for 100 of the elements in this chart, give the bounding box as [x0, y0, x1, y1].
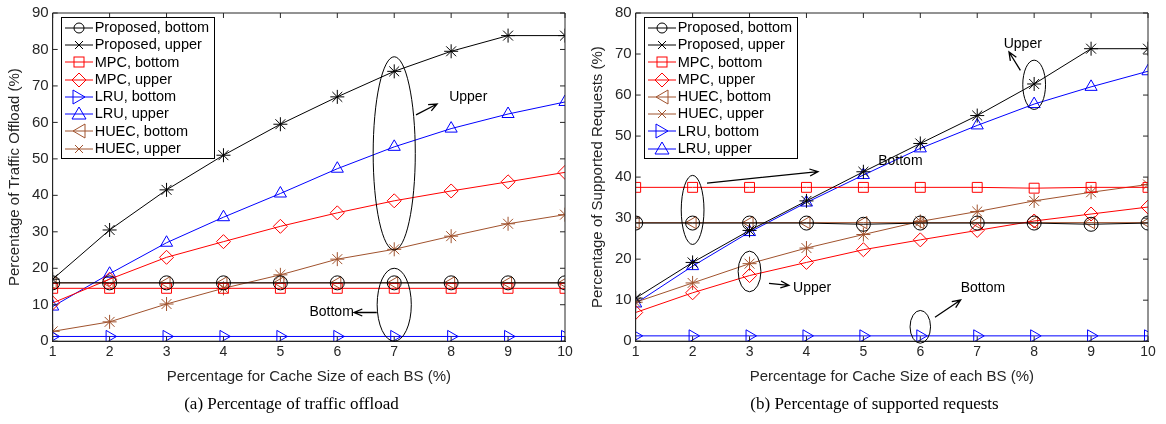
point [501, 106, 515, 119]
point [798, 254, 814, 270]
x-tick-label: 6 [333, 343, 342, 360]
x-tick-label: 6 [916, 343, 925, 360]
y-tick-label: 0 [40, 331, 49, 349]
point [912, 135, 928, 151]
point [159, 235, 174, 247]
point [745, 329, 758, 342]
y-axis-title: Percentage of Supported Requests (%) [588, 46, 606, 309]
point [276, 329, 288, 342]
point [1085, 181, 1097, 193]
annotation: Bottom [309, 302, 354, 319]
x-tick-label: 3 [745, 343, 754, 360]
point [105, 329, 118, 342]
y-tick-label: 60 [615, 85, 632, 103]
point [969, 204, 985, 220]
point [329, 89, 345, 105]
text: (b) Percentage of supported requests [749, 394, 1000, 414]
x-tick-label: 7 [390, 343, 399, 360]
legend-label: LRU, upper [94, 105, 169, 123]
point [859, 329, 871, 342]
point [386, 193, 402, 209]
point [159, 275, 175, 291]
x-tick-label: 10 [557, 343, 573, 360]
point [272, 267, 288, 283]
point [688, 329, 701, 342]
point [387, 139, 401, 151]
point [802, 329, 814, 342]
legend-label: HUEC, upper [677, 105, 764, 123]
y-tick-label: 80 [615, 3, 632, 21]
point [1026, 193, 1042, 209]
x-tick-label: 8 [1030, 343, 1039, 360]
y-tick-label: 90 [32, 3, 49, 21]
point [969, 108, 985, 124]
point [687, 181, 699, 193]
point [970, 117, 984, 130]
x-tick-label: 4 [219, 343, 228, 360]
point [102, 271, 118, 287]
point [159, 276, 171, 290]
point [219, 329, 231, 342]
point [330, 161, 344, 173]
annotation: Bottom [960, 278, 1006, 295]
y-tick-label: 10 [32, 294, 49, 312]
legend-label: MPC, bottom [677, 53, 763, 71]
point [502, 282, 514, 294]
point [913, 140, 927, 153]
legend-label: HUEC, bottom [94, 122, 189, 141]
y-tick-label: 40 [615, 167, 632, 185]
point [272, 218, 288, 234]
point [443, 228, 459, 244]
legend-label: Proposed, upper [677, 36, 785, 54]
x-tick-label: 4 [802, 343, 811, 360]
point [159, 296, 175, 312]
point [215, 147, 231, 163]
point [685, 285, 701, 301]
y-tick-label: 30 [615, 208, 632, 226]
legend-label: Proposed, bottom [677, 19, 793, 37]
x-axis-title: Percentage for Cache Size of each BS (%) [749, 367, 1034, 385]
legend-label: MPC, upper [94, 70, 173, 89]
point [912, 232, 928, 248]
legend-label: HUEC, upper [94, 140, 181, 158]
point [333, 329, 345, 342]
text: (a) Percentage of traffic offload [183, 394, 400, 414]
x-axis-title: Percentage for Cache Size of each BS (%) [166, 367, 451, 385]
point [329, 251, 345, 267]
point [386, 241, 402, 257]
point [102, 275, 118, 291]
point [272, 116, 288, 132]
legend-label: LRU, bottom [677, 122, 760, 141]
point [798, 240, 814, 256]
point [1083, 41, 1099, 57]
point [159, 182, 175, 198]
y-tick-label: 0 [623, 331, 632, 349]
point [685, 254, 701, 270]
point [216, 209, 231, 222]
point [686, 258, 700, 271]
y-tick-label: 10 [615, 290, 632, 308]
point [215, 234, 231, 250]
point [742, 216, 754, 230]
point [1083, 206, 1099, 222]
point [685, 275, 701, 291]
x-tick-label: 5 [276, 343, 285, 360]
y-tick-label: 60 [32, 112, 49, 130]
point [744, 181, 755, 193]
legend-label: Proposed, upper [94, 36, 202, 54]
point [801, 181, 812, 193]
point [500, 28, 516, 44]
x-tick-label: 1 [631, 343, 640, 360]
point [500, 174, 516, 190]
legend-label: HUEC, bottom [677, 88, 772, 106]
point [103, 266, 117, 278]
legend-label: MPC, bottom [94, 53, 180, 71]
legend-label: LRU, upper [677, 140, 752, 158]
point [443, 43, 459, 59]
point [159, 249, 175, 265]
x-tick-label: 9 [504, 343, 513, 360]
y-tick-label: 80 [32, 39, 49, 57]
point [1027, 96, 1041, 109]
x-tick-label: 9 [1087, 343, 1096, 360]
annotation: Upper [449, 87, 488, 104]
